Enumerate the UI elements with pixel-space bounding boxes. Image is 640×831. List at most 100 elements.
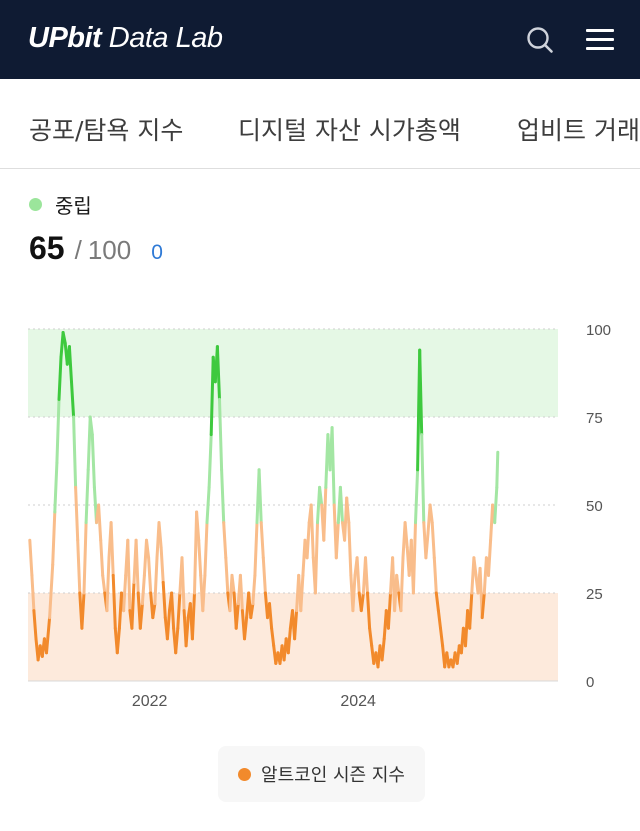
series-segment <box>355 556 361 595</box>
series-segment <box>434 591 440 613</box>
series-segment <box>234 602 240 630</box>
series-segment <box>403 521 409 549</box>
tab-upbit-trading[interactable]: 업비트 거래 <box>517 116 640 145</box>
series-segment <box>28 538 34 577</box>
series-segment <box>84 468 90 525</box>
series-segment <box>345 496 351 525</box>
series-segment <box>359 591 365 613</box>
series-segment <box>257 468 263 525</box>
series-segment <box>170 591 176 630</box>
legend-dot <box>238 767 252 781</box>
series-segment <box>224 556 230 595</box>
logo-brand: UPbit <box>28 22 102 54</box>
series-segment <box>330 426 336 507</box>
tab-fear-greed[interactable]: 공포/탐욕 지수 <box>29 116 184 145</box>
score-change: 0 <box>151 241 163 264</box>
series-segment <box>386 591 392 630</box>
series-segment <box>201 573 207 613</box>
series-segment <box>220 468 226 525</box>
series-segment <box>80 591 86 630</box>
series-segment <box>111 573 117 630</box>
series-segment <box>293 609 299 641</box>
series-segment <box>97 503 103 542</box>
x-tick-label: 2024 <box>340 693 376 710</box>
series-segment <box>432 556 438 595</box>
series-segment <box>380 637 386 662</box>
series-segment <box>253 521 259 577</box>
series-segment <box>436 609 442 630</box>
score-max: 100 <box>87 235 132 265</box>
series-segment <box>207 433 213 489</box>
hamburger-icon-line <box>586 47 614 50</box>
hamburger-icon-line <box>586 29 614 32</box>
x-tick-label: 2022 <box>132 693 168 710</box>
series-segment <box>151 602 157 620</box>
series-segment <box>313 521 319 595</box>
series-segment <box>48 563 55 620</box>
legend-label: 알트코인 시즌 지수 <box>261 765 405 786</box>
series-segment <box>61 331 67 345</box>
series-segment <box>70 380 76 419</box>
tab-market-cap[interactable]: 디지털 자산 시가총액 <box>238 116 461 145</box>
series-segment <box>305 521 311 560</box>
series-segment <box>364 556 369 595</box>
score-separator: / <box>74 235 82 265</box>
series-segment <box>439 626 445 648</box>
series-segment <box>249 602 255 620</box>
series-segment <box>195 510 201 542</box>
series-segment <box>126 538 132 613</box>
series-segment <box>57 355 63 401</box>
series-segment <box>159 545 165 584</box>
series-segment <box>366 591 372 630</box>
series-segment <box>122 573 128 613</box>
series-segment <box>180 556 186 613</box>
series-segment <box>318 485 324 507</box>
status-label: 중립 <box>55 194 92 218</box>
series-segment <box>420 433 426 525</box>
series-segment <box>347 521 353 577</box>
series-segment <box>165 609 171 641</box>
series-segment <box>487 538 493 577</box>
series-segment <box>270 626 276 648</box>
greed-zone-band <box>28 329 558 417</box>
series-segment <box>53 461 59 514</box>
series-segment <box>286 626 292 655</box>
series-segment <box>309 503 315 560</box>
status-row: 중립 <box>29 190 92 219</box>
series-segment <box>238 573 244 613</box>
menu-button[interactable] <box>584 25 618 55</box>
series-segment <box>74 485 80 542</box>
series-segment <box>430 521 436 560</box>
series-segment <box>153 556 159 606</box>
series-segment <box>134 538 140 595</box>
series-segment <box>174 626 180 655</box>
series-segment <box>205 485 211 525</box>
series-segment <box>145 538 151 560</box>
altcoin-season-chart[interactable]: 100 75 50 25 0 2022 2024 <box>0 300 640 730</box>
series-segment <box>101 573 107 595</box>
series-segment <box>184 616 190 648</box>
series-segment <box>414 468 420 525</box>
series-segment <box>322 485 328 542</box>
series-segment <box>138 602 144 630</box>
series-segment <box>130 580 136 630</box>
series-segment <box>197 538 203 577</box>
chart-legend[interactable]: 알트코인 시즌 지수 <box>218 746 425 802</box>
series-segment <box>428 503 434 525</box>
series-segment <box>72 415 78 489</box>
score-display: 65 / 100 0 <box>29 230 163 267</box>
series-segment <box>243 616 249 641</box>
series-segment <box>418 348 424 437</box>
score-value: 65 <box>29 230 65 266</box>
search-button[interactable] <box>524 24 556 56</box>
series-segment <box>395 573 401 595</box>
series-segment <box>230 573 236 595</box>
series-segment <box>299 573 305 613</box>
logo[interactable]: UPbit Data Lab <box>28 22 223 55</box>
series-segment <box>215 345 221 401</box>
series-segment <box>190 591 196 641</box>
y-tick-label: 0 <box>586 674 594 691</box>
series-segment <box>30 573 36 613</box>
series-segment <box>218 397 224 472</box>
series-segment <box>140 573 146 606</box>
